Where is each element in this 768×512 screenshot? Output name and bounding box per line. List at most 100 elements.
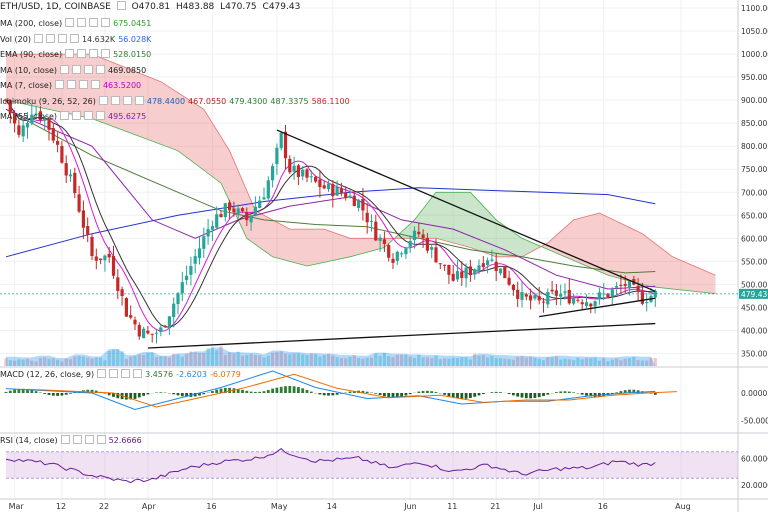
- volume-bar: [640, 360, 644, 366]
- volume-bar: [400, 354, 404, 366]
- legend-control-icon[interactable]: [60, 111, 70, 120]
- candle-body: [176, 293, 180, 305]
- volume-bar: [529, 356, 533, 366]
- volume-bar: [107, 350, 111, 366]
- legend-control-icon[interactable]: [84, 111, 94, 120]
- legend-control-icon[interactable]: [96, 64, 106, 74]
- candle-body: [455, 271, 460, 280]
- legend-control-icon[interactable]: [122, 95, 132, 105]
- legend-control-icon[interactable]: [57, 33, 67, 43]
- legend-control-icon[interactable]: [77, 18, 87, 27]
- cloud-segment: [104, 59, 110, 126]
- legend-control-icon[interactable]: [72, 111, 82, 120]
- macd-histogram-bar: [365, 391, 369, 393]
- pane-indicator-name: MACD (12, 26, close, 9): [0, 370, 95, 379]
- cloud-segment: [203, 109, 209, 174]
- legend-control-icon[interactable]: [90, 80, 100, 89]
- volume-bar: [623, 358, 627, 366]
- legend-control-icon[interactable]: [78, 80, 88, 89]
- legend-control-icon[interactable]: [109, 369, 119, 378]
- volume-bar: [507, 359, 511, 366]
- candle-body: [434, 247, 438, 263]
- price-tick-label: 750.00: [741, 165, 767, 174]
- macd-histogram-bar: [610, 393, 614, 394]
- macd-histogram-bar: [146, 393, 150, 395]
- candle-body: [602, 293, 606, 295]
- cloud-segment: [255, 210, 260, 248]
- settings-icon[interactable]: [116, 1, 126, 10]
- volume-bar: [167, 357, 171, 366]
- cloud-segment: [307, 229, 312, 266]
- legend-control-icon[interactable]: [54, 80, 64, 89]
- cloud-segment: [298, 229, 303, 265]
- cloud-segment: [212, 123, 217, 180]
- candle-body: [554, 290, 558, 296]
- cloud-segment: [100, 57, 105, 124]
- volume-bar: [185, 353, 189, 366]
- ma200-line: [5, 187, 656, 258]
- legend-control-icon[interactable]: [84, 64, 94, 74]
- candle-body: [408, 240, 412, 247]
- legend-control-icon[interactable]: [72, 64, 82, 74]
- candle-body: [572, 298, 576, 304]
- rsi-legend: RSI (14, close) 52.6666: [0, 435, 145, 447]
- cloud-segment: [509, 229, 514, 257]
- volume-bar: [266, 355, 270, 366]
- candle-body: [167, 316, 171, 328]
- macd-legend: MACD (12, 26, close, 9) 3.4576 -2.6203 -6.0…: [0, 369, 244, 381]
- candle-body: [38, 111, 42, 121]
- cloud-segment: [264, 215, 269, 254]
- candle-body: [43, 117, 47, 121]
- price-tick-label: 700.00: [741, 188, 767, 197]
- volume-bar: [275, 352, 279, 366]
- candle-body: [185, 275, 189, 281]
- legend-control-icon[interactable]: [110, 95, 120, 105]
- cloud-segment: [646, 237, 651, 287]
- legend-control-icon[interactable]: [60, 64, 70, 74]
- legend-control-icon[interactable]: [134, 95, 144, 105]
- signal-line: [27, 373, 677, 408]
- volume-bar: [503, 358, 507, 366]
- cloud-segment: [595, 212, 600, 272]
- cloud-segment: [367, 238, 372, 253]
- legend-control-icon[interactable]: [72, 435, 82, 444]
- legend-control-icon[interactable]: [101, 18, 111, 27]
- macd-histogram-bar: [34, 391, 38, 393]
- candle-body: [116, 277, 120, 291]
- legend-control-icon[interactable]: [84, 435, 94, 444]
- candle-body: [391, 258, 395, 263]
- legend-control-icon[interactable]: [45, 33, 55, 43]
- volume-bar: [408, 356, 412, 366]
- ma55-line: [5, 108, 656, 290]
- legend-control-icon[interactable]: [101, 49, 111, 58]
- legend-control-icon[interactable]: [33, 33, 43, 43]
- legend-control-icon[interactable]: [77, 49, 87, 58]
- candle-body: [318, 179, 322, 188]
- legend-control-icon[interactable]: [66, 80, 76, 89]
- legend-control-icon[interactable]: [97, 369, 107, 378]
- volume-bar: [176, 354, 180, 366]
- legend-control-icon[interactable]: [96, 111, 106, 120]
- legend-control-icon[interactable]: [65, 18, 75, 27]
- candle-body: [64, 163, 68, 176]
- legend-control-icon[interactable]: [133, 369, 143, 378]
- candle-body: [206, 229, 210, 237]
- legend-control-icon[interactable]: [69, 33, 79, 43]
- macd-histogram-bar: [361, 390, 365, 393]
- legend-control-icon[interactable]: [65, 49, 75, 58]
- macd-histogram-bar: [8, 390, 12, 393]
- legend-control-icon[interactable]: [89, 18, 99, 27]
- volume-bar: [636, 360, 640, 366]
- candle-body: [159, 327, 163, 333]
- price-tick-label: 850.00: [741, 119, 767, 128]
- volume-bar: [129, 356, 133, 366]
- legend-control-icon[interactable]: [60, 435, 70, 444]
- legend-control-icon[interactable]: [89, 49, 99, 58]
- volume-bar: [17, 359, 21, 366]
- volume-bar: [210, 347, 214, 366]
- legend-control-icon[interactable]: [121, 369, 131, 378]
- macd-histogram-bar: [241, 389, 244, 393]
- candle-body: [99, 258, 103, 260]
- legend-control-icon[interactable]: [96, 435, 106, 444]
- legend-control-icon[interactable]: [98, 95, 108, 105]
